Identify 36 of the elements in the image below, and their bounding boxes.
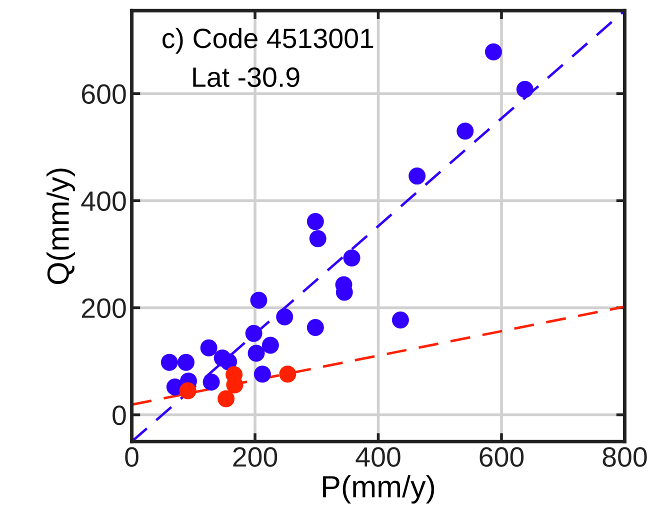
point bbox=[276, 308, 294, 326]
point bbox=[484, 43, 502, 60]
point bbox=[262, 336, 279, 354]
point bbox=[343, 249, 360, 266]
y-tick-label: 200 bbox=[82, 298, 126, 318]
point bbox=[516, 80, 534, 98]
x-tick-label: 800 bbox=[602, 447, 647, 467]
point bbox=[248, 344, 265, 362]
x-tick-label: 400 bbox=[356, 447, 400, 467]
point bbox=[200, 339, 218, 356]
x-tick-label: 0 bbox=[125, 447, 138, 467]
y-tick-label: 600 bbox=[82, 84, 126, 104]
point bbox=[392, 312, 409, 329]
point bbox=[408, 168, 426, 185]
x-tick-label: 200 bbox=[233, 447, 278, 467]
point bbox=[160, 354, 178, 371]
x-axis-title: P(mm/y) bbox=[323, 475, 434, 504]
point bbox=[245, 324, 262, 342]
point bbox=[202, 374, 220, 391]
point bbox=[220, 353, 238, 370]
y-axis-title: Q(mm/y) bbox=[46, 168, 76, 284]
annotation: Lat -30.9 bbox=[193, 67, 300, 88]
y-tick-label: 0 bbox=[112, 405, 126, 426]
point bbox=[456, 122, 474, 140]
point bbox=[254, 366, 271, 383]
point bbox=[179, 382, 196, 400]
x-tick-label: 600 bbox=[480, 447, 524, 467]
point bbox=[279, 366, 296, 383]
point bbox=[178, 354, 195, 371]
point bbox=[309, 230, 326, 248]
point bbox=[306, 213, 324, 230]
point bbox=[218, 390, 235, 408]
point bbox=[306, 319, 324, 336]
point bbox=[250, 292, 268, 309]
y-tick-label: 400 bbox=[81, 191, 126, 212]
annotation: c) Code 4513001 bbox=[162, 28, 374, 54]
